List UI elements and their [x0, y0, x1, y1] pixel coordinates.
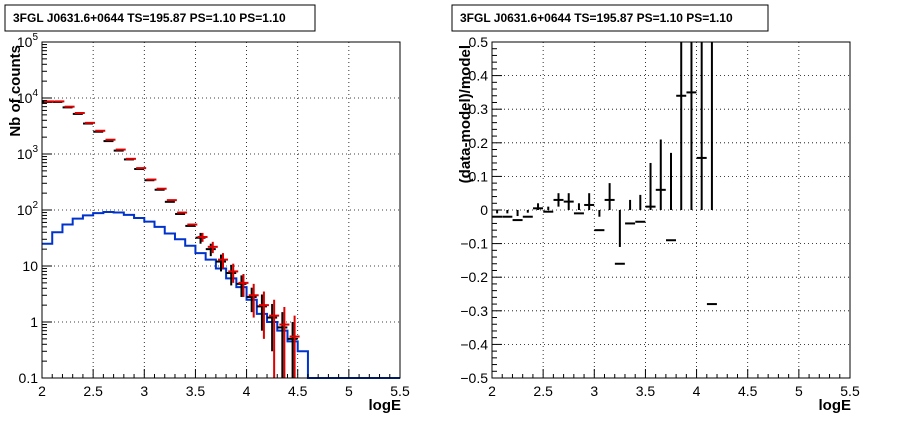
left-x-tick-label: 2.5 — [83, 383, 103, 399]
right-x-tick-label: 5 — [795, 383, 803, 399]
right-grid — [492, 42, 850, 378]
right-y-tick-labels: −0.5 −0.4 −0.3 −0.2 −0.1 0 0.1 0.2 0.3 0.4 0.5 — [460, 34, 488, 386]
right-marks — [492, 42, 717, 306]
left-y-tick-base: 10 — [17, 90, 33, 106]
left-x-tick-label: 3 — [140, 383, 148, 399]
right-y-tick-label: 0 — [480, 202, 488, 218]
left-title-box — [4, 4, 316, 32]
left-y-tick-label: 105 — [17, 32, 39, 50]
right-y-tick-label: 0.4 — [469, 68, 489, 84]
right-y-tick-label: 0.2 — [469, 135, 489, 151]
right-x-axis-title: logE — [819, 397, 852, 414]
left-x-tick-label: 4.5 — [288, 383, 308, 399]
source-model-histogram — [42, 211, 400, 379]
left-y-tick-exponent: 4 — [32, 88, 38, 99]
right-x-tick-label: 4 — [693, 383, 701, 399]
right-y-tick-label: 0.1 — [469, 168, 489, 184]
right-x-tick-label: 3.5 — [636, 383, 656, 399]
left-y-tick-label: 102 — [17, 200, 39, 218]
left-y-tick-base: 10 — [17, 202, 33, 218]
right-y-tick-label: 0.3 — [469, 101, 489, 117]
left-y-tick-exponent: 2 — [32, 200, 38, 211]
right-chart: 2 2.5 3 3.5 4 4.5 5 5.5 −0.5 −0.4 −0.3 −0.2 −0.1 0 0.… — [451, 4, 860, 414]
right-x-tick-labels: 2 2.5 3 3.5 4 4.5 5 5.5 — [488, 383, 860, 399]
left-y-tick-label: 0.1 — [19, 370, 39, 386]
left-x-tick-label: 4 — [243, 383, 251, 399]
right-x-tick-label: 2 — [488, 383, 496, 399]
right-y-tick-label: −0.4 — [460, 336, 488, 352]
left-y-tick-label: 104 — [17, 88, 39, 106]
right-title-box — [451, 4, 769, 32]
right-y-tick-label: −0.5 — [460, 370, 488, 386]
left-x-tick-label: 2 — [38, 383, 46, 399]
right-y-tick-label: −0.1 — [460, 236, 488, 252]
right-y-tick-label: −0.3 — [460, 303, 488, 319]
left-y-tick-base: 10 — [17, 34, 33, 50]
right-x-tick-label: 5.5 — [840, 383, 860, 399]
left-grid — [42, 42, 400, 378]
left-title: 3FGL J0631.6+0644 TS=195.87 PS=1.10 PS=1… — [13, 11, 286, 25]
left-y-tick-exponent: 3 — [32, 144, 38, 155]
left-x-axis-title: logE — [369, 397, 402, 414]
left-ticks — [41, 41, 401, 379]
left-y-axis-title: Nb of counts — [7, 45, 24, 137]
right-x-tick-label: 2.5 — [533, 383, 553, 399]
left-x-tick-labels: 2 2.5 3 3.5 4 4.5 5 5.5 — [38, 383, 410, 399]
left-y-tick-label: 103 — [17, 144, 39, 162]
left-y-tick-base: 10 — [17, 146, 33, 162]
left-x-tick-label: 5.5 — [390, 383, 410, 399]
right-title: 3FGL J0631.6+0644 TS=195.87 PS=1.10 PS=1… — [460, 11, 733, 25]
left-x-tick-label: 5 — [345, 383, 353, 399]
left-y-tick-exponent: 5 — [32, 32, 38, 43]
right-ticks — [491, 41, 851, 379]
right-y-tick-label: −0.2 — [460, 269, 488, 285]
left-marks — [42, 100, 400, 379]
right-x-tick-label: 3 — [590, 383, 598, 399]
left-y-tick-label: 1 — [30, 314, 38, 330]
right-y-tick-label: 0.5 — [469, 34, 489, 50]
left-y-tick-label: 10 — [22, 258, 38, 274]
left-x-tick-label: 3.5 — [186, 383, 206, 399]
right-y-axis-title: (data-model)/model — [457, 45, 474, 183]
right-x-tick-label: 4.5 — [738, 383, 758, 399]
